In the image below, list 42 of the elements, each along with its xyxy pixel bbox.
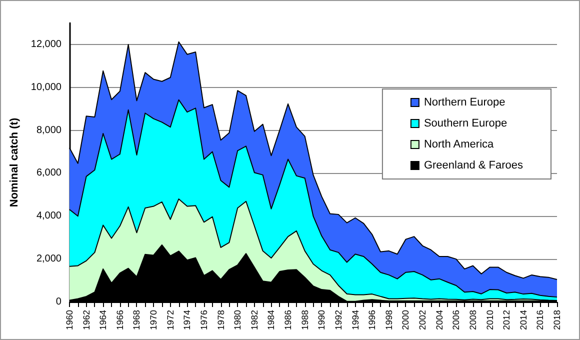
legend-label: North America [424, 138, 495, 150]
y-tick-label: 0 [56, 296, 62, 308]
x-tick-label: 1962 [81, 310, 92, 330]
x-tick-label: 1970 [148, 310, 159, 330]
x-tick-label: 1998 [384, 310, 394, 330]
legend-label: Greenland & Faroes [424, 160, 524, 172]
y-tick-label: 10,000 [30, 82, 62, 93]
x-tick-label: 2016 [535, 310, 546, 330]
x-tick-label: 2000 [400, 310, 411, 330]
legend-label: Northern Europe [424, 96, 506, 108]
x-tick-label: 2012 [502, 310, 512, 330]
x-tick-label: 1982 [249, 310, 260, 330]
y-tick-label: 6,000 [36, 168, 62, 179]
x-tick-label: 2010 [484, 310, 495, 330]
x-tick-label: 1974 [182, 310, 192, 330]
x-tick-label: 2006 [451, 310, 462, 330]
y-tick-label: 12,000 [30, 38, 62, 50]
x-tick-label: 2008 [468, 310, 478, 330]
x-tick-label: 2018 [552, 310, 562, 330]
x-tick-label: 1980 [232, 310, 243, 330]
x-tick-label: 1988 [300, 310, 310, 330]
x-tick-label: 1964 [98, 310, 108, 330]
x-tick-label: 1960 [64, 310, 74, 330]
y-tick-label: 4,000 [36, 210, 62, 222]
x-tick-label: 1966 [114, 310, 125, 330]
x-tick-label: 2004 [434, 310, 444, 330]
x-tick-label: 2002 [418, 310, 428, 330]
x-tick-label: 1972 [165, 310, 176, 330]
x-tick-label: 1984 [266, 310, 276, 330]
x-tick-label: 1968 [132, 310, 142, 330]
x-tick-label: 1994 [350, 310, 360, 330]
x-tick-label: 1996 [367, 310, 378, 330]
legend-label: Southern Europe [424, 118, 508, 130]
x-tick-label: 1990 [316, 310, 327, 330]
x-tick-label: 1992 [333, 310, 344, 330]
x-tick-label: 1978 [216, 310, 226, 330]
x-tick-label: 1976 [198, 310, 209, 330]
x-tick-label: 2014 [518, 310, 528, 330]
y-tick-label: 8,000 [36, 124, 62, 136]
x-tick-label: 1986 [283, 310, 294, 330]
y-tick-label: 2,000 [36, 254, 62, 265]
y-axis-title: Nominal catch (t) [8, 118, 20, 208]
